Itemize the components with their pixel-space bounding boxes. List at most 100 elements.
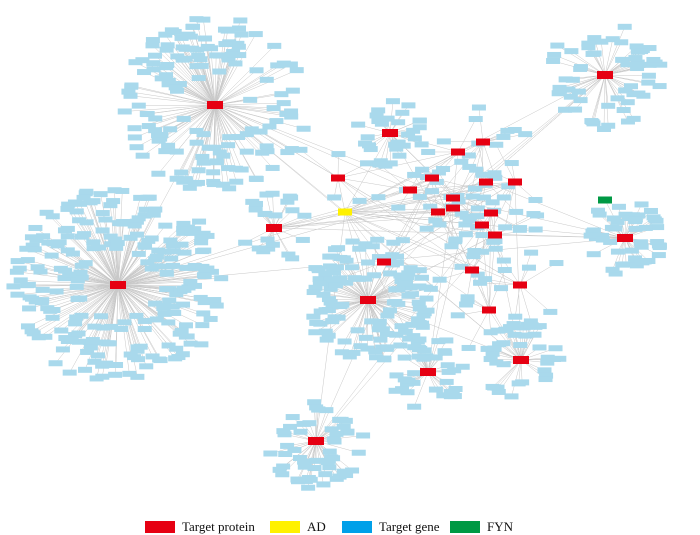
gene-node: [468, 116, 483, 123]
gene-node: [177, 286, 192, 293]
protein-node: [382, 129, 398, 137]
gene-node: [346, 349, 361, 356]
gene-node: [308, 284, 323, 291]
gene-node: [214, 275, 229, 282]
gene-node: [164, 255, 179, 262]
gene-node: [443, 393, 458, 400]
gene-node: [165, 303, 180, 310]
gene-node: [159, 46, 174, 53]
gene-node: [407, 370, 422, 377]
gene-node: [96, 324, 111, 331]
edge: [344, 211, 496, 236]
gene-node: [178, 176, 193, 183]
gene-node: [140, 259, 155, 266]
gene-node: [412, 267, 427, 274]
gene-node: [605, 36, 620, 43]
gene-node: [393, 272, 408, 279]
gene-node: [650, 239, 665, 246]
edge: [337, 177, 360, 202]
gene-node: [513, 225, 528, 232]
edge: [604, 26, 625, 76]
gene-node: [585, 228, 600, 235]
gene-node: [306, 313, 321, 320]
gene-node: [90, 352, 105, 359]
gene-node: [380, 115, 395, 122]
gene-node: [415, 320, 430, 327]
gene-node: [397, 354, 412, 361]
gene-node: [331, 151, 346, 158]
gene-node: [196, 131, 211, 138]
gene-node: [176, 229, 191, 236]
edge: [117, 284, 157, 320]
gene-node: [130, 344, 145, 351]
gene-node: [10, 258, 25, 265]
edge: [117, 258, 172, 286]
edge: [214, 69, 297, 106]
gene-node: [187, 282, 202, 289]
gene-node: [601, 102, 616, 109]
gene-node: [189, 63, 204, 70]
gene-node: [160, 42, 175, 49]
edge: [344, 211, 369, 301]
gene-node: [379, 330, 394, 337]
gene-node: [174, 34, 189, 41]
gene-node: [326, 436, 341, 443]
gene-node: [319, 336, 334, 343]
gene-node: [459, 301, 474, 308]
gene-node: [444, 243, 459, 250]
gene-node: [200, 265, 215, 272]
gene-node: [371, 194, 386, 201]
edge: [117, 284, 180, 334]
edge: [117, 271, 212, 286]
gene-node: [412, 283, 427, 290]
gene-node: [248, 31, 263, 38]
gene-node: [342, 353, 357, 360]
gene-node: [372, 161, 387, 168]
gene-node: [532, 323, 547, 330]
gene-node: [371, 118, 386, 125]
gene-node: [416, 355, 431, 362]
edge: [117, 211, 346, 286]
gene-node: [20, 323, 35, 330]
edge: [214, 45, 275, 106]
gene-node: [313, 320, 328, 327]
gene-node: [45, 213, 60, 220]
gene-node: [630, 59, 645, 66]
legend-label: Target gene: [379, 519, 440, 534]
gene-node: [524, 249, 539, 256]
gene-node: [159, 286, 174, 293]
gene-node: [400, 389, 415, 396]
gene-node: [318, 328, 333, 335]
gene-node: [526, 211, 541, 218]
gene-node: [292, 455, 307, 462]
gene-node: [403, 265, 418, 272]
gene-node: [178, 322, 193, 329]
gene-node: [38, 333, 53, 340]
gene-node: [490, 327, 505, 334]
gene-node: [373, 158, 388, 165]
gene-node: [12, 265, 27, 272]
gene-node: [115, 187, 130, 194]
protein-node: [484, 209, 498, 217]
gene-node: [76, 194, 91, 201]
gene-node: [646, 56, 661, 63]
gene-node: [265, 164, 280, 171]
gene-node: [276, 428, 291, 435]
edge: [380, 132, 391, 162]
gene-node: [634, 48, 649, 55]
edge: [488, 309, 522, 361]
edge: [511, 359, 522, 397]
edge: [604, 74, 609, 126]
gene-node: [546, 57, 561, 64]
gene-node: [109, 361, 124, 368]
gene-node: [583, 232, 598, 239]
edge: [214, 65, 278, 106]
gene-node: [131, 250, 146, 257]
edge: [81, 284, 119, 317]
protein-node: [479, 178, 493, 186]
gene-node: [440, 362, 455, 369]
gene-node: [170, 53, 185, 60]
gene-node: [412, 117, 427, 124]
gene-node: [610, 95, 625, 102]
gene-node: [30, 264, 45, 271]
